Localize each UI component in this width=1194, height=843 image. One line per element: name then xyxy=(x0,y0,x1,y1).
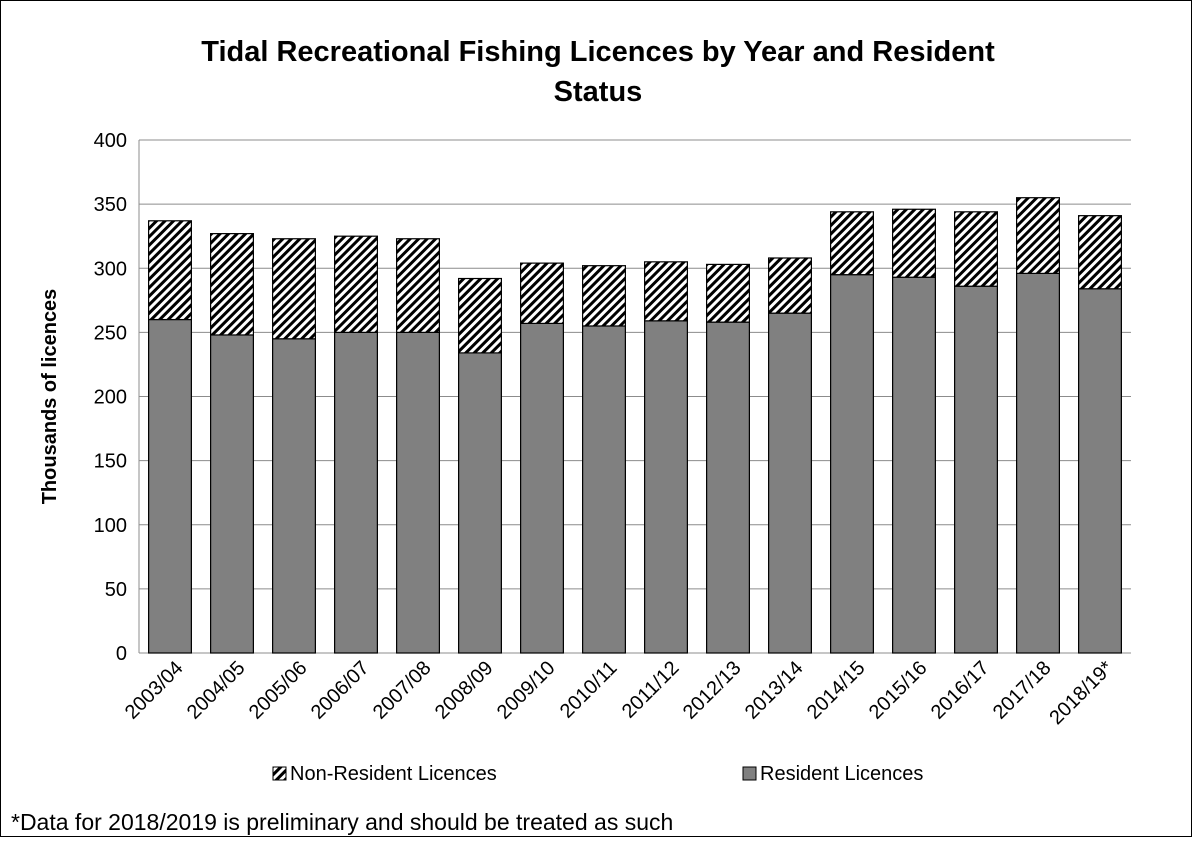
legend-swatch xyxy=(742,766,757,781)
bar-non-resident xyxy=(1078,215,1122,290)
x-tick-label: 2014/15 xyxy=(803,657,870,724)
footnote: *Data for 2018/2019 is preliminary and s… xyxy=(11,809,673,835)
bar-non-resident xyxy=(706,263,750,323)
chart-title-line: Tidal Recreational Fishing Licences by Y… xyxy=(201,36,995,68)
x-tick-label: 2004/05 xyxy=(183,657,250,724)
bar-non-resident xyxy=(768,257,812,314)
x-tick-label: 2009/10 xyxy=(493,657,560,724)
y-tick-label: 300 xyxy=(94,258,127,280)
bar-resident xyxy=(1016,272,1060,654)
bar-resident xyxy=(892,276,936,654)
x-tick-label: 2008/09 xyxy=(431,657,498,724)
bar-non-resident xyxy=(458,277,502,354)
bar-resident xyxy=(396,331,440,654)
x-tick-label: 2006/07 xyxy=(307,657,374,724)
bar-non-resident xyxy=(644,261,688,322)
legend: Non-Resident Licences Resident Licences xyxy=(272,763,923,785)
y-tick-label: 200 xyxy=(94,387,127,409)
y-tick-label: 250 xyxy=(94,322,127,344)
legend-swatch xyxy=(272,766,287,781)
bar-non-resident xyxy=(1016,197,1060,274)
x-tick-label: 2007/08 xyxy=(369,657,436,724)
bars xyxy=(148,197,1122,654)
chart-title-line: Status xyxy=(554,76,643,108)
bar-resident xyxy=(644,320,688,654)
bar-non-resident xyxy=(954,211,998,287)
bar-resident xyxy=(582,325,626,654)
y-tick-labels: 0 50 100 150 200 250 300 350 400 xyxy=(94,130,127,665)
x-tick-label: 2013/14 xyxy=(741,657,808,724)
bar-resident xyxy=(768,312,812,654)
x-tick-label: 2015/16 xyxy=(865,657,932,724)
x-tick-labels: 2003/042004/052005/062006/072007/082008/… xyxy=(121,657,1118,729)
bar-resident xyxy=(458,352,502,654)
bar-resident xyxy=(334,331,378,654)
bar-non-resident xyxy=(396,238,440,333)
y-tick-label: 0 xyxy=(116,643,127,665)
bar-resident xyxy=(148,318,192,654)
bar-non-resident xyxy=(272,238,316,340)
bar-non-resident xyxy=(892,208,936,278)
bar-resident xyxy=(520,322,564,654)
x-tick-label: 2010/11 xyxy=(556,657,622,723)
legend-label: Resident Licences xyxy=(760,763,923,785)
x-tick-label: 2003/04 xyxy=(121,657,188,724)
y-tick-label: 150 xyxy=(94,451,127,473)
bar-non-resident xyxy=(334,235,378,333)
bar-non-resident xyxy=(210,233,254,336)
x-tick-label: 2012/13 xyxy=(679,657,746,724)
bar-non-resident xyxy=(582,265,626,327)
bar-non-resident xyxy=(148,220,192,321)
y-tick-label: 100 xyxy=(94,515,127,537)
bar-resident xyxy=(830,274,874,654)
x-tick-label: 2011/12 xyxy=(618,657,684,723)
bar-resident xyxy=(954,285,998,654)
y-tick-label: 350 xyxy=(94,194,127,216)
bar-non-resident xyxy=(520,262,564,324)
y-axis-label: Thousands of licences xyxy=(39,289,61,505)
y-tick-label: 400 xyxy=(94,130,127,152)
bar-resident xyxy=(706,321,750,654)
x-tick-label: 2018/19* xyxy=(1045,657,1117,729)
bar-resident xyxy=(272,338,316,654)
bar-resident xyxy=(210,334,254,654)
bar-resident xyxy=(1078,288,1122,654)
bar-non-resident xyxy=(830,211,874,276)
legend-label: Non-Resident Licences xyxy=(290,763,497,785)
chart-title: Tidal Recreational Fishing Licences by Y… xyxy=(201,36,995,108)
y-tick-label: 50 xyxy=(105,579,127,601)
x-tick-label: 2005/06 xyxy=(245,657,312,724)
x-tick-label: 2016/17 xyxy=(927,657,994,724)
